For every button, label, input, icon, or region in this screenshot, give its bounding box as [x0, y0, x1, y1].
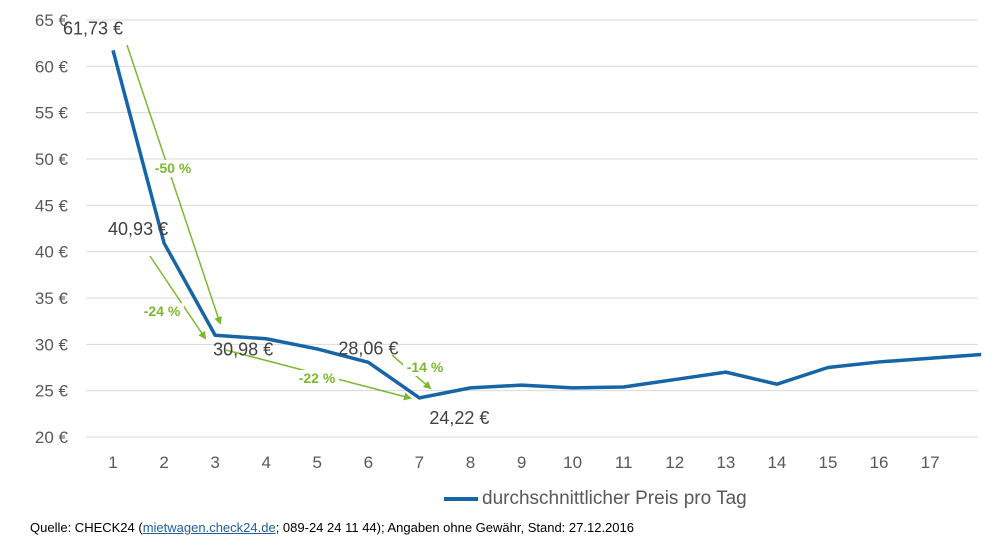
data-label: 30,98 €	[213, 339, 273, 359]
source-suffix: ; 089-24 24 11 44); Angaben ohne Gewähr,…	[275, 520, 634, 535]
source-link[interactable]: mietwagen.check24.de	[142, 520, 276, 535]
x-tick-label: 16	[870, 453, 889, 472]
x-tick-label: 7	[415, 453, 424, 472]
y-tick-label: 30 €	[35, 335, 69, 354]
x-tick-label: 14	[767, 453, 786, 472]
x-tick-label: 13	[716, 453, 735, 472]
x-tick-label: 2	[159, 453, 168, 472]
data-label: 24,22 €	[429, 408, 489, 428]
line-chart: 20 € 25 € 30 € 35 € 40 € 45 € 50 € 55 € 60 € 65 €…	[35, 11, 982, 472]
x-tick-label: 12	[665, 453, 684, 472]
data-label: 61,73 €	[63, 18, 123, 38]
source-note: Quelle: CHECK24 (mietwagen.check24.de; 0…	[30, 520, 634, 535]
y-tick-label: 35 €	[35, 289, 69, 308]
y-tick-label: 65 €	[35, 11, 69, 30]
y-tick-label: 45 €	[35, 196, 69, 215]
y-tick-label: 40 €	[35, 243, 69, 262]
annotation-label-bg	[295, 370, 339, 387]
x-tick-label: 3	[210, 453, 219, 472]
legend-swatch	[444, 497, 478, 501]
annotation-label: -14 %	[407, 359, 444, 375]
x-tick-label: 11	[615, 453, 633, 472]
annotation-label: -24 %	[144, 303, 181, 319]
x-tick-label: 9	[517, 453, 526, 472]
source-prefix: Quelle: CHECK24 (	[30, 520, 143, 535]
annotation-arrow	[126, 44, 222, 325]
x-tick-label: 10	[563, 453, 582, 472]
series-line-durchschnittlicher-preis	[111, 49, 982, 400]
x-tick-label: 4	[261, 453, 270, 472]
data-label: 40,93 €	[108, 219, 168, 239]
annotation-label-bg	[151, 160, 195, 177]
annotation-label-bg	[403, 359, 447, 376]
annotation-label-bg	[140, 303, 184, 320]
legend: durchschnittlicher Preis pro Tag	[444, 488, 747, 510]
annotation-label: -22 %	[299, 370, 336, 386]
data-label: 28,06 €	[338, 338, 398, 358]
y-tick-label: 20 €	[35, 428, 69, 447]
x-tick-label: 5	[313, 453, 322, 472]
x-tick-label: 17	[921, 453, 940, 472]
legend-label: durchschnittlicher Preis pro Tag	[482, 488, 747, 509]
x-tick-label: 6	[364, 453, 373, 472]
annotation-arrow	[149, 255, 207, 340]
annotation-label: -50 %	[155, 160, 192, 176]
x-tick-label: 8	[466, 453, 475, 472]
y-tick-label: 50 €	[35, 150, 69, 169]
x-tick-label: 15	[819, 453, 838, 472]
x-tick-label: 1	[108, 453, 117, 472]
y-tick-label: 55 €	[35, 104, 69, 123]
y-tick-label: 25 €	[35, 382, 69, 401]
y-tick-label: 60 €	[35, 57, 69, 76]
